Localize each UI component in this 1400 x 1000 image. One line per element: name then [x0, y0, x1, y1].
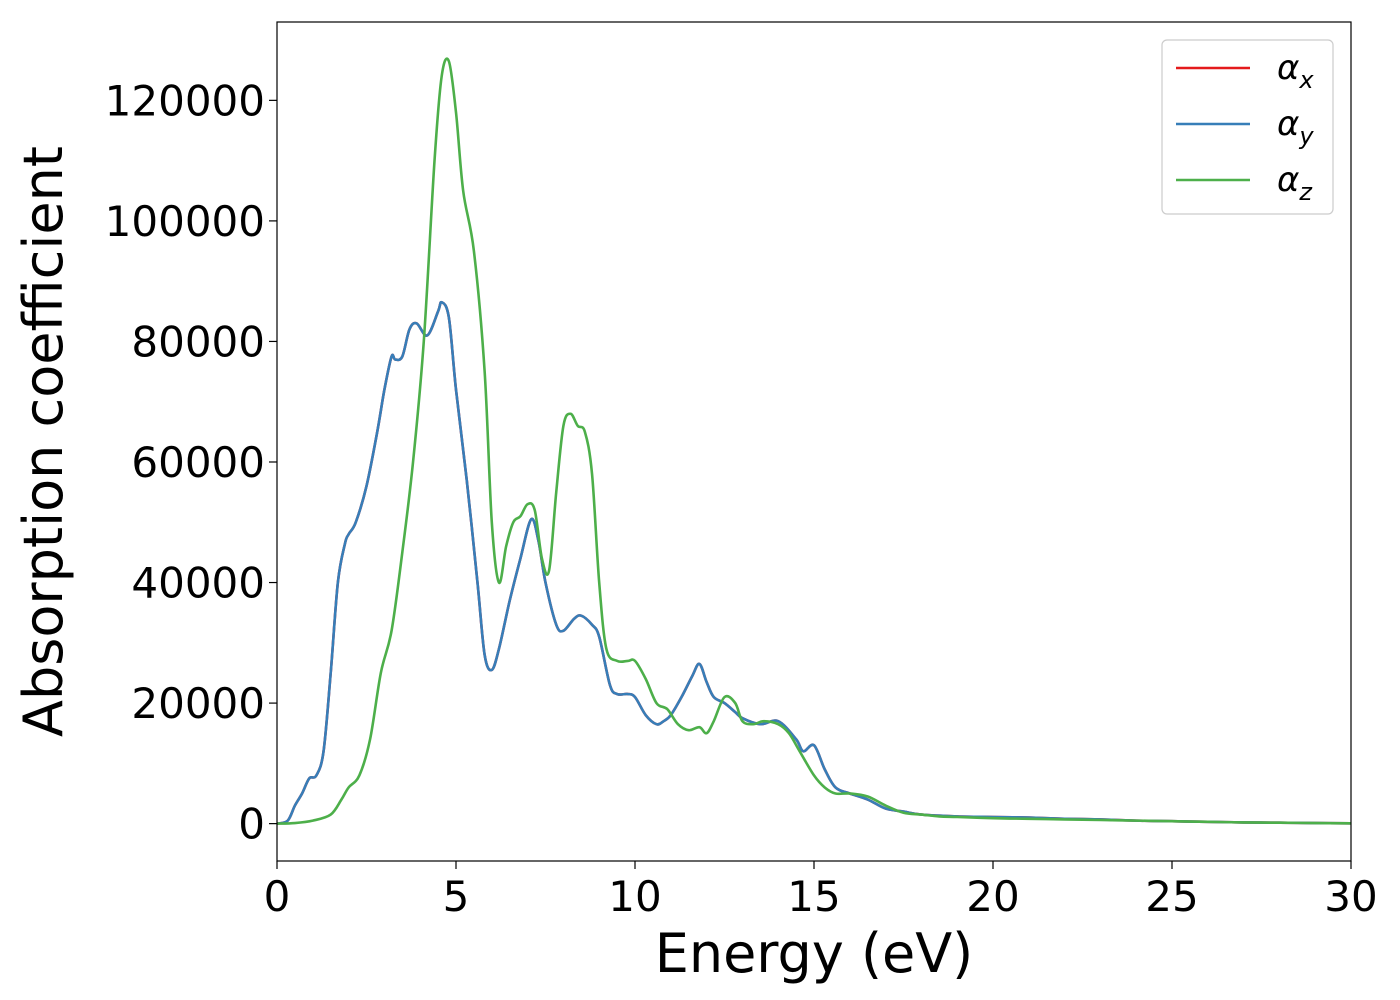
- x-tick-label: 10: [608, 872, 661, 921]
- tick-layer: 0 5 10 15 20 25 30 0 20000 40000 60000 80000 100000 1…: [105, 76, 1378, 921]
- series-line-alpha-z: [277, 57, 1351, 825]
- y-tick-label: 80000: [131, 317, 265, 366]
- x-tick-label: 25: [1145, 872, 1198, 921]
- x-tick-label: 15: [787, 872, 840, 921]
- series-line-alpha-y: [277, 300, 1351, 825]
- y-axis-title: Absorption coefficient: [12, 146, 75, 737]
- y-tick-label: 120000: [105, 76, 265, 125]
- y-tick-label: 100000: [105, 197, 265, 246]
- x-tick-label: 5: [443, 872, 470, 921]
- y-tick-label: 40000: [131, 559, 265, 608]
- x-tick-label: 30: [1324, 872, 1377, 921]
- y-tick-label: 0: [238, 800, 265, 849]
- y-tick-label: 20000: [131, 679, 265, 728]
- y-tick-label: 60000: [131, 438, 265, 487]
- x-axis-title: Energy (eV): [655, 922, 974, 985]
- x-tick-label: 0: [264, 872, 291, 921]
- plot-area: 0 5 10 15 20 25 30 0 20000 40000 60000 80000 100000 1…: [105, 21, 1378, 921]
- legend-box: [1161, 39, 1334, 215]
- series-layer: [277, 57, 1351, 825]
- x-tick-label: 20: [966, 872, 1019, 921]
